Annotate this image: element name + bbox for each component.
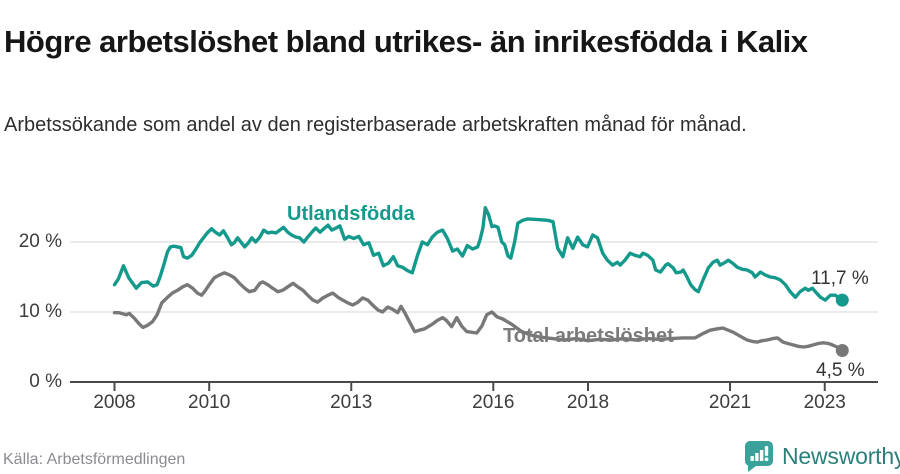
newsworthy-bubble-icon [745,441,773,472]
end-value-label-utlandsfodda: 11,7 % [811,268,869,289]
x-tick-label: 2016 [472,392,515,413]
chart-title: Högre arbetslöshet bland utrikes- än inr… [4,23,808,59]
series-lines [112,205,849,357]
y-tick-label: 0 % [29,371,62,392]
x-tick-label: 2008 [93,392,136,413]
series-line-1 [112,271,844,353]
x-tick-label: 2010 [188,392,231,413]
series-label-total-arbetsloshet: Total arbetslöshet [503,325,674,347]
newsworthy-logo: Newsworthy [743,440,900,473]
x-tick-label: 2018 [566,392,610,413]
gridlines [70,241,878,313]
chart-subtitle: Arbetssökande som andel av den registerb… [4,114,747,136]
series-end-dot-0 [835,293,849,307]
end-value-label-total: 4,5 % [816,360,865,381]
series-label-utlandsfodda: Utlandsfödda [287,203,415,225]
series-line-0 [112,205,844,302]
x-tick-label: 2021 [708,392,752,413]
source-attribution: Källa: Arbetsförmedlingen [3,451,186,468]
x-tick-label: 2013 [330,392,373,413]
x-axis [70,381,878,391]
y-tick-label: 20 % [18,231,62,252]
y-tick-label: 10 % [18,301,62,322]
x-tick-label: 2023 [803,392,846,413]
series-end-dot-1 [835,344,849,357]
newsworthy-wordmark: Newsworthy [782,443,900,469]
